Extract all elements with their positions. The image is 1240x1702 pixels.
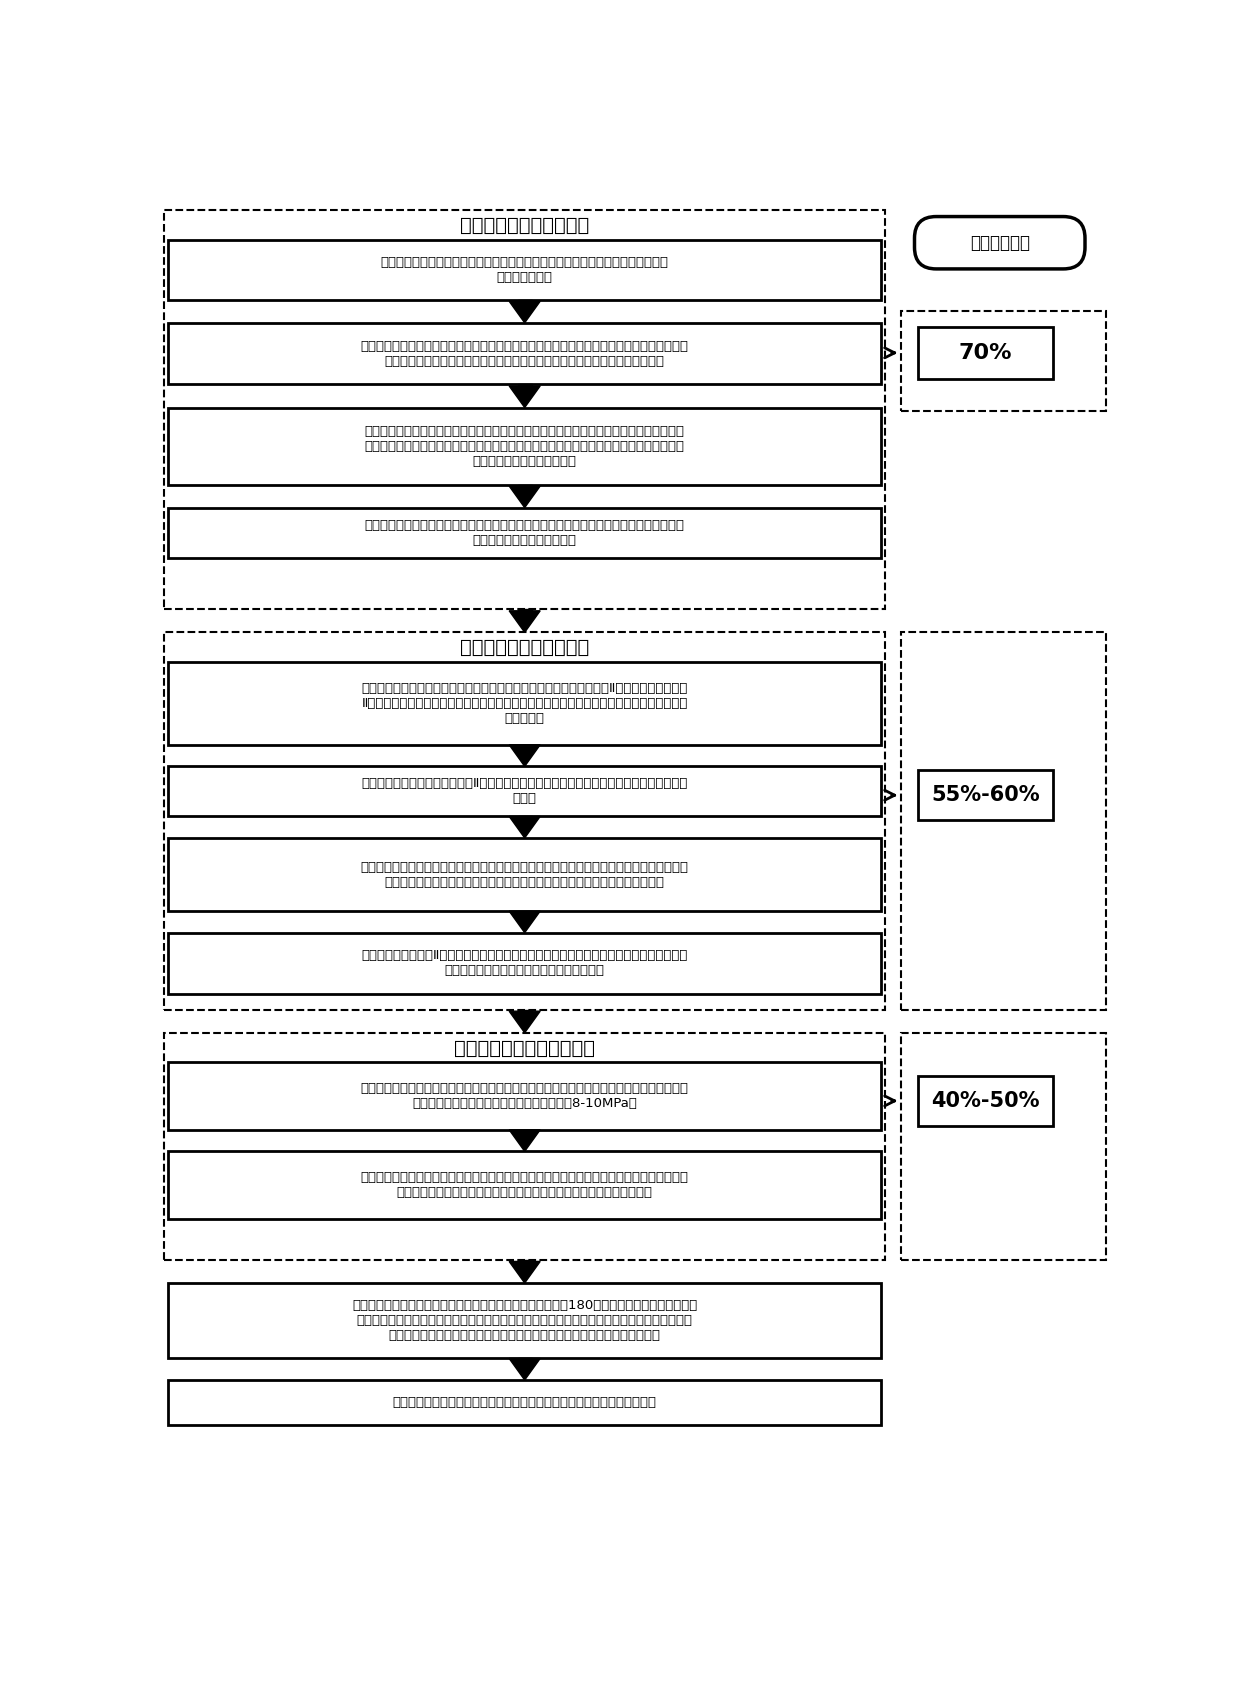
Bar	[164, 633, 885, 1009]
Text: 长行程油缸油路反向，带动拉杆Ⅱ、主推板、副推板、力放大机构、短行程油缸、压滤板框往
回运动: 长行程油缸油路反向，带动拉杆Ⅱ、主推板、副推板、力放大机构、短行程油缸、压滤板框…	[362, 778, 688, 805]
Polygon shape	[510, 1358, 541, 1380]
Bar	[918, 1076, 1053, 1127]
Polygon shape	[510, 1261, 541, 1283]
Bar	[169, 240, 882, 300]
Bar	[164, 211, 885, 609]
Polygon shape	[510, 1130, 541, 1151]
Text: 高压气泵开始工作，高压气体对紧贴在滤布上进行反吹，气体将紧贴在滤布上的泥饼吹开，同
时将粘附在滤布上的污泥颗粒吹掉，清洗滤布，气体同时带走污泥内一定的水分: 高压气泵开始工作，高压气体对紧贴在滤布上进行反吹，气体将紧贴在滤布上的泥饼吹开，…	[361, 861, 688, 888]
Bar	[169, 1062, 882, 1130]
Text: 70%: 70%	[959, 342, 1012, 363]
Text: 第二阶段：高压压榨脱水: 第二阶段：高压压榨脱水	[460, 638, 589, 657]
Bar	[169, 407, 882, 485]
Text: 第三阶段：超高压压榨脱水: 第三阶段：超高压压榨脱水	[454, 1038, 595, 1057]
Text: 气动球阀开启，高压进泥泵将泥浆泵入压滤腔体内，压滤板框往远离止推板方向（往左）运动
，两个压滤板框之间相对位置固定，该压滤腔室的大小即为污泥初始体积大小；: 气动球阀开启，高压进泥泵将泥浆泵入压滤腔体内，压滤板框往远离止推板方向（往左）运…	[361, 340, 688, 368]
Polygon shape	[510, 487, 541, 507]
Bar	[169, 837, 882, 911]
Bar	[169, 933, 882, 994]
Polygon shape	[510, 611, 541, 633]
Bar	[164, 1033, 885, 1259]
Bar	[918, 327, 1053, 380]
Polygon shape	[510, 1011, 541, 1033]
Bar	[918, 771, 1053, 820]
Polygon shape	[510, 301, 541, 323]
Text: 进入第三级超高压脱水阶段。短行程油缸开始工作，推动力的放大机构、副推板往前运动，对
污泥进行进一步的压榨，此时污泥压榨压力为8-10MPa；: 进入第三级超高压脱水阶段。短行程油缸开始工作，推动力的放大机构、副推板往前运动，…	[361, 1082, 688, 1110]
Text: 卸泥完毕后，油缸将所有的压滤板框又重新推送到最左端，进入下一个循环: 卸泥完毕后，油缸将所有的压滤板框又重新推送到最左端，进入下一个循环	[393, 1396, 657, 1409]
Bar	[900, 1033, 1106, 1259]
Bar	[169, 1380, 882, 1425]
Bar	[900, 633, 1106, 1009]
Text: 长行程油缸带动拉杆Ⅱ、主推板、副推板、力放大机构、短行程油缸、压滤板框继续往前运动
，经过一段时间的压榨脱水，第二级脱水结束: 长行程油缸带动拉杆Ⅱ、主推板、副推板、力放大机构、短行程油缸、压滤板框继续往前运…	[362, 950, 688, 977]
Bar	[169, 323, 882, 385]
FancyBboxPatch shape	[915, 216, 1085, 269]
Polygon shape	[510, 911, 541, 933]
Text: 40%-50%: 40%-50%	[931, 1091, 1039, 1111]
Text: 第一阶段：进料压榨脱水: 第一阶段：进料压榨脱水	[460, 216, 589, 235]
Text: 经过一段时间的进料脱水，压滤腔室已经充实，泥浆已经无法进入，气动球阀关闭，停止进
泥，第一阶段进料脱水结束；: 经过一段时间的进料脱水，压滤腔室已经充实，泥浆已经无法进入，气动球阀关闭，停止进…	[365, 519, 684, 546]
Text: 脱水后含水率: 脱水后含水率	[970, 233, 1029, 252]
Bar	[169, 507, 882, 558]
Bar	[900, 311, 1106, 412]
Polygon shape	[510, 745, 541, 766]
Polygon shape	[510, 817, 541, 837]
Text: 长行程油缸将各压滤板框往止推板侧推动，，定位自锁杆穿过限位阀体孔，形成封
闭的污泥压滤腔: 长行程油缸将各压滤板框往止推板侧推动，，定位自锁杆穿过限位阀体孔，形成封 闭的污…	[381, 255, 668, 284]
Text: 55%-60%: 55%-60%	[931, 785, 1039, 805]
Bar	[169, 766, 882, 817]
Bar	[169, 1283, 882, 1358]
Bar	[169, 662, 882, 745]
Polygon shape	[510, 386, 541, 407]
Text: 开始第二阶段脱水，长行程油缸开始工作，主推板上的限位阀芯将拉杆Ⅱ锁牢，油缸推动拉杆
Ⅱ、主推板、副推板、力放大机构、短行程油缸往前运动，液压力通过副推板作用在压: 开始第二阶段脱水，长行程油缸开始工作，主推板上的限位阀芯将拉杆Ⅱ锁牢，油缸推动拉…	[362, 683, 688, 725]
Text: 卸泥阶段，气缸带动齿条运动，带动转向齿轮及限位阀芯旋转180，短行程油缸及长行程油缸油
路反向，带动副推板、力放大机构、主推板往回运动，拉板机构通过拉动压滤板框: 卸泥阶段，气缸带动齿条运动，带动转向齿轮及限位阀芯旋转180，短行程油缸及长行程…	[352, 1299, 697, 1343]
Text: 泥浆充满压滤腔室，推动第各腔室的左边一个压滤板框远离止推板方向运动，利用限位阀芯
及定位自锁杆固定两个压滤板框，当污泥进入到最后一个腔室时，各个压滤板框均被定位: 泥浆充满压滤腔室，推动第各腔室的左边一个压滤板框远离止推板方向运动，利用限位阀芯…	[365, 424, 684, 468]
Bar	[169, 1151, 882, 1219]
Text: 在机械压榨的同时，高压气体进入，将污泥内通过机械压榨难以脱出的水分更多的通过水蒸气
带出，待出水阀几乎没有出水时，第三阶段压榨停止，整个脱水过程结束: 在机械压榨的同时，高压气体进入，将污泥内通过机械压榨难以脱出的水分更多的通过水蒸…	[361, 1171, 688, 1200]
